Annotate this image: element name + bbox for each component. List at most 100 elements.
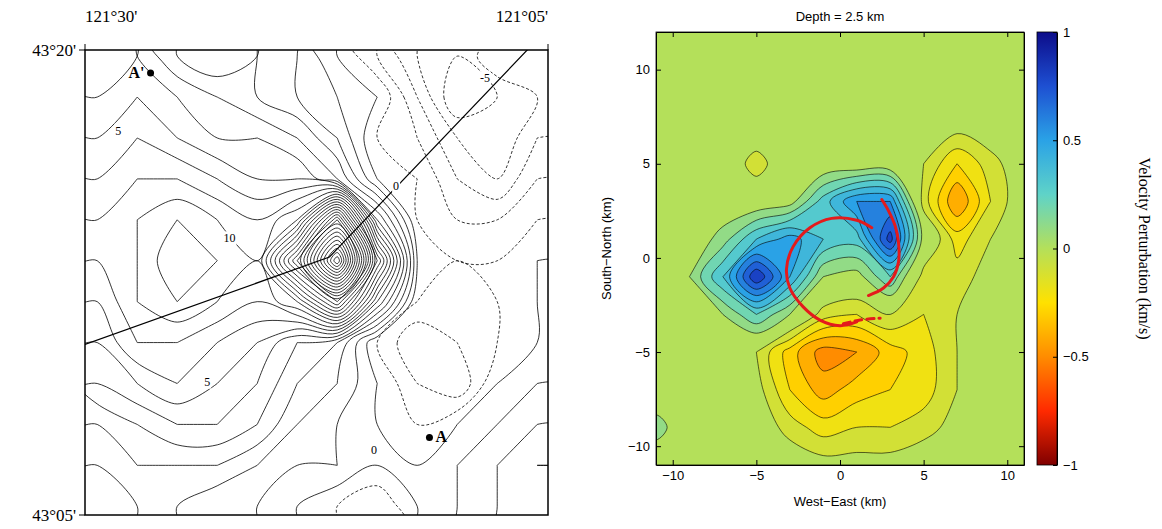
tick-mark	[673, 32, 674, 37]
tick	[756, 32, 757, 37]
tick	[1019, 446, 1024, 447]
contour-band	[736, 201, 900, 295]
tick-label: 0.5	[1063, 133, 1081, 148]
tick-label: 121°05'	[496, 7, 548, 26]
tick: 5	[643, 156, 661, 171]
contour-line	[85, 50, 548, 515]
outline-line	[786, 218, 871, 326]
contour-line	[271, 199, 378, 314]
contour-line	[85, 50, 548, 515]
contour-line	[85, 97, 397, 404]
tick	[673, 32, 674, 37]
panel: AA'105-5500121°30'121°05'43°05'43°20'	[32, 7, 560, 529]
tick-label: 10	[636, 62, 650, 77]
tick-label: 10	[1001, 468, 1015, 483]
axis: −10−50510	[628, 33, 661, 466]
axis	[1019, 33, 1025, 466]
tick-label: 43°20'	[32, 41, 76, 60]
contour-line	[85, 179, 391, 343]
contour-line	[85, 50, 548, 515]
contour-line	[85, 50, 548, 515]
tick-mark	[548, 44, 549, 50]
point	[147, 69, 154, 76]
contour-line	[266, 197, 380, 318]
contour-line	[321, 240, 349, 275]
contour-band	[743, 216, 897, 289]
tick-mark	[1019, 258, 1024, 259]
contour-line	[279, 204, 372, 308]
tick-mark	[656, 164, 661, 165]
tick	[1019, 352, 1024, 353]
tick: 5	[921, 460, 928, 483]
label-patch	[222, 231, 236, 245]
tick-mark	[656, 352, 661, 353]
contour-line	[85, 50, 548, 515]
tick: 10	[1001, 460, 1015, 483]
tick: 0	[837, 460, 844, 483]
tick-mark	[1053, 140, 1057, 141]
contour-label: -5	[480, 71, 490, 85]
contour-line	[85, 50, 404, 447]
figure: AA'105-5500121°30'121°05'43°05'43°20'−1−…	[0, 0, 1162, 529]
contour-line	[293, 212, 366, 299]
plot-area	[656, 32, 1024, 465]
contour-line	[334, 257, 340, 264]
contour-line	[137, 191, 387, 323]
contour-band	[815, 347, 857, 371]
contour-label: 5	[115, 124, 121, 138]
contour-band	[712, 180, 914, 314]
tick-label: 0	[837, 468, 844, 483]
tick-mark	[79, 515, 85, 516]
plot-frame	[85, 50, 548, 515]
colorbar-label: Velocity Perturbation (km/s)	[1135, 157, 1153, 339]
outline-line	[868, 200, 899, 296]
contour-line	[284, 207, 371, 305]
tick-mark	[1019, 70, 1024, 71]
label-patch	[203, 375, 211, 389]
point	[426, 434, 433, 441]
tick-mark	[756, 32, 757, 37]
point-label: A	[435, 428, 447, 445]
plot-frame	[656, 32, 1024, 465]
contour-band	[656, 168, 922, 440]
axis-line	[657, 465, 1025, 466]
tick	[840, 32, 841, 37]
tick-mark	[1053, 249, 1057, 250]
tick-mark	[1053, 465, 1057, 466]
axis-line	[1057, 33, 1058, 466]
tick	[924, 32, 925, 37]
tick-label: −10	[662, 468, 684, 483]
contour-line	[327, 248, 344, 269]
colorbar	[1037, 32, 1057, 465]
tick-label: 121°30'	[85, 7, 137, 26]
tick	[1019, 164, 1024, 165]
tick: −1	[1053, 458, 1078, 473]
x-axis-title: West−East (km)	[794, 494, 887, 509]
tick-label: 5	[643, 156, 650, 171]
tick-mark	[924, 460, 925, 465]
contour-line	[317, 236, 350, 278]
contour-line	[307, 224, 357, 287]
tick-mark	[1019, 446, 1024, 447]
tick-label: 43°05'	[32, 506, 76, 525]
tick: −5	[749, 460, 764, 483]
tick-mark	[756, 460, 757, 465]
tick-mark	[656, 446, 661, 447]
contour-line	[157, 194, 384, 320]
tick-mark	[1053, 32, 1057, 33]
tick-label: 0	[643, 251, 650, 266]
tick: 0	[643, 251, 661, 266]
tick-mark	[924, 32, 925, 37]
contour-band	[701, 174, 918, 324]
tick-mark	[1007, 460, 1008, 465]
label-patch	[479, 71, 491, 85]
tick-label: 5	[921, 468, 928, 483]
tick-mark	[656, 70, 661, 71]
tick-label: −0.5	[1063, 349, 1089, 364]
axis-line	[1024, 33, 1025, 466]
tick-mark	[673, 460, 674, 465]
axis-line	[656, 33, 657, 466]
outline-line	[843, 318, 880, 324]
tick: −10	[662, 460, 684, 483]
tick: 0.5	[1053, 133, 1081, 148]
